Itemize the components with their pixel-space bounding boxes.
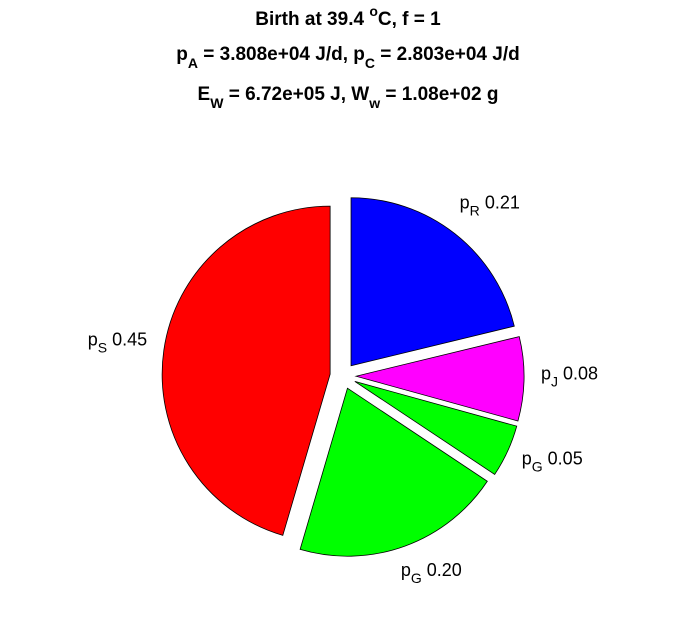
label-name: p: [401, 560, 411, 580]
pie-slice: [350, 197, 515, 367]
title-segment: = 1.08e+02 g: [380, 84, 498, 105]
title-segment: p: [176, 44, 188, 65]
title-segment: = 3.808e+04 J/d, p: [198, 44, 365, 65]
label-sub: G: [411, 570, 422, 586]
label-sub: R: [470, 203, 480, 219]
title-segment: A: [188, 55, 198, 71]
pie-slice: [354, 381, 518, 476]
value-label: 0.21: [485, 193, 520, 213]
value-label: 0.05: [548, 448, 583, 468]
chart-title: EW = 6.72e+05 J, Ww = 1.08e+02 g: [198, 84, 499, 111]
label-sub: J: [551, 373, 558, 389]
label-sub: S: [98, 340, 107, 356]
title-segment: w: [368, 95, 380, 111]
value-label: 0.20: [427, 560, 462, 580]
title-segment: = 6.72e+05 J, W: [223, 84, 369, 105]
value-label: 0.08: [563, 363, 598, 383]
pie-slice: [299, 387, 488, 557]
title-segment: E: [198, 84, 211, 105]
title-segment: C, f = 1: [378, 9, 441, 30]
title-segment: W: [210, 95, 224, 111]
chart-title: pA = 3.808e+04 J/d, pC = 2.803e+04 J/d: [176, 44, 519, 71]
pie-slice: [354, 336, 525, 422]
slice-label: pJ 0.08: [541, 363, 598, 389]
label-name: p: [460, 193, 470, 213]
label-name: p: [541, 363, 551, 383]
value-label: 0.45: [112, 330, 147, 350]
slice-label: pG 0.20: [401, 560, 462, 586]
slice-label: pG 0.05: [522, 448, 583, 474]
title-segment: = 2.803e+04 J/d: [375, 44, 520, 65]
chart-title: Birth at 39.4 oC, f = 1: [255, 3, 441, 30]
title-segment: C: [365, 55, 375, 71]
title-segment: o: [369, 3, 378, 19]
title-segment: Birth at 39.4: [255, 9, 369, 30]
label-name: p: [88, 330, 98, 350]
label-sub: G: [532, 458, 543, 474]
slice-label: pS 0.45: [88, 330, 147, 356]
pie-slice: [161, 205, 331, 536]
label-name: p: [522, 448, 532, 468]
slice-label: pR 0.21: [460, 193, 520, 219]
